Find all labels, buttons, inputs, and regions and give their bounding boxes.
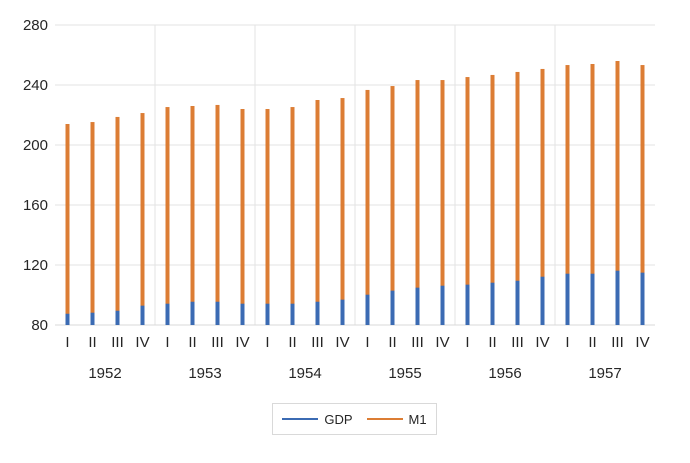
x-tick-label-year: 1957 [588, 365, 621, 382]
x-tick-label-year: 1956 [488, 365, 521, 382]
bar-m1 [490, 74, 495, 325]
x-tick-label-year: 1954 [288, 365, 321, 382]
y-tick-label: 240 [23, 77, 48, 94]
bar-gdp [240, 303, 245, 325]
legend-item-gdp: GDP [282, 411, 353, 427]
x-tick-label-quarter: IV [135, 334, 149, 351]
bar-m1 [290, 107, 295, 325]
x-tick-label-quarter: II [588, 334, 596, 351]
bar-m1 [140, 113, 145, 325]
bar-m1 [165, 107, 170, 325]
gridlines [55, 24, 655, 326]
x-tick-label-quarter: III [211, 334, 224, 351]
x-tick-label-year: 1952 [88, 365, 121, 382]
y-tick-label: 200 [23, 137, 48, 154]
bar-m1 [215, 104, 220, 325]
bar-m1 [515, 71, 520, 325]
bar-m1 [340, 98, 345, 325]
bar-m1 [590, 64, 595, 325]
x-tick-label-quarter: III [511, 334, 524, 351]
x-tick-label-quarter: IV [535, 334, 549, 351]
x-tick-label-quarter: I [565, 334, 569, 351]
bar-m1 [565, 65, 570, 326]
bar-gdp [215, 301, 220, 325]
bar-gdp [65, 313, 70, 325]
bar-m1 [315, 100, 320, 325]
bar-gdp [315, 301, 320, 325]
bar-gdp [540, 276, 545, 325]
bar-m1 [640, 65, 645, 326]
bar-m1 [65, 124, 70, 325]
bar-gdp [440, 285, 445, 325]
bar-m1 [265, 109, 270, 325]
bar-gdp [90, 312, 95, 325]
bar-gdp [590, 273, 595, 325]
legend: GDP M1 [272, 403, 437, 435]
bars [65, 61, 645, 326]
y-axis-labels: 80 120 160 200 240 280 [23, 17, 48, 334]
bar-m1 [440, 80, 445, 325]
y-tick-label: 120 [23, 257, 48, 274]
x-tick-label-year: 1953 [188, 365, 221, 382]
bar-m1 [365, 89, 370, 325]
bar-gdp [265, 303, 270, 325]
bar-gdp [465, 284, 470, 325]
x-tick-label-quarter: IV [635, 334, 649, 351]
x-tick-label-quarter: III [411, 334, 424, 351]
x-tick-label-quarter: IV [335, 334, 349, 351]
x-tick-label-quarter: II [288, 334, 296, 351]
legend-label-m1: M1 [408, 411, 427, 427]
legend-item-m1: M1 [366, 411, 427, 427]
x-tick-label-quarter: I [465, 334, 469, 351]
legend-label-gdp: GDP [324, 411, 353, 427]
bar-m1 [115, 116, 120, 325]
x-tick-label-quarter: IV [235, 334, 249, 351]
bar-gdp [115, 310, 120, 325]
legend-swatch-gdp [282, 418, 319, 420]
x-tick-label-quarter: II [88, 334, 96, 351]
bar-m1 [615, 61, 620, 325]
bar-m1 [540, 68, 545, 325]
bar-gdp [390, 290, 395, 325]
bar-gdp [165, 303, 170, 325]
x-tick-label-quarter: III [611, 334, 624, 351]
x-tick-label-quarter: II [388, 334, 396, 351]
bar-m1 [465, 77, 470, 325]
bar-gdp [490, 282, 495, 325]
bar-gdp [140, 305, 145, 325]
bar-gdp [190, 301, 195, 325]
x-tick-label-quarter: IV [435, 334, 449, 351]
x-tick-label-quarter: III [111, 334, 124, 351]
y-tick-label: 80 [31, 317, 48, 334]
x-tick-label-quarter: I [265, 334, 269, 351]
x-tick-label-quarter: II [488, 334, 496, 351]
bar-gdp [565, 273, 570, 325]
bar-gdp [365, 294, 370, 325]
bar-gdp [640, 272, 645, 325]
x-tick-label-quarter: I [365, 334, 369, 351]
bar-gdp [415, 287, 420, 325]
bar-m1 [390, 86, 395, 325]
y-tick-label: 280 [23, 17, 48, 34]
x-tick-label-quarter: I [165, 334, 169, 351]
bar-m1 [90, 122, 95, 325]
y-tick-label: 160 [23, 197, 48, 214]
bar-m1 [190, 106, 195, 325]
legend-swatch-m1 [366, 418, 403, 420]
bar-gdp [340, 299, 345, 325]
bar-gdp [515, 280, 520, 325]
x-tick-label-quarter: II [188, 334, 196, 351]
bar-m1 [240, 109, 245, 325]
x-tick-label-quarter: I [65, 334, 69, 351]
x-axis-labels: I II III IV I II III IV I II III IV I II III IV I II III IV… [65, 334, 649, 382]
bar-gdp [615, 270, 620, 325]
x-tick-label-quarter: III [311, 334, 324, 351]
x-tick-label-year: 1955 [388, 365, 421, 382]
bar-m1 [415, 80, 420, 325]
bar-gdp [290, 303, 295, 325]
